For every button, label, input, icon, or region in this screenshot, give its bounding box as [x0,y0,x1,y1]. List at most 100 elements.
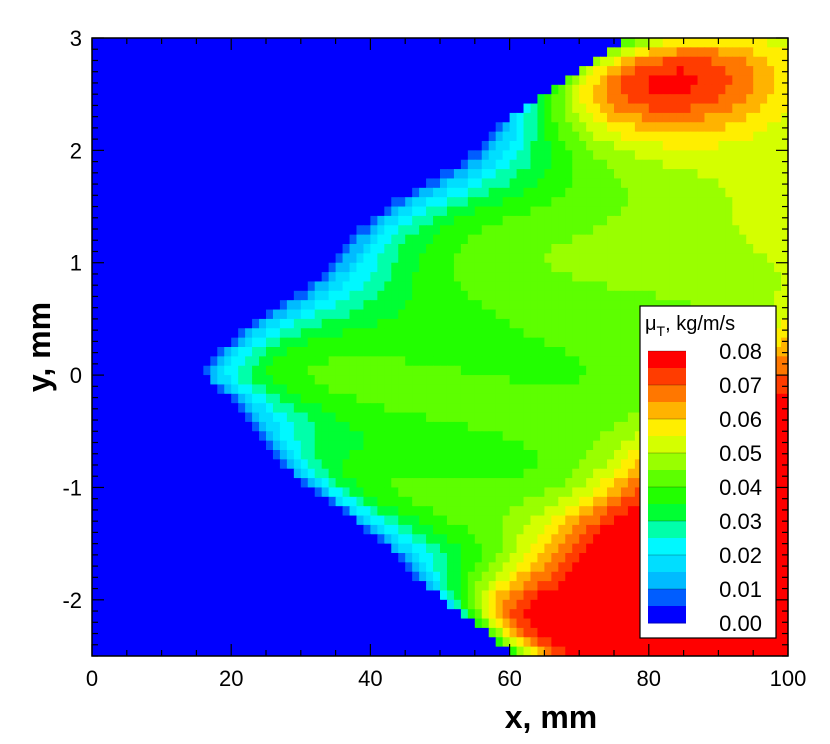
contour-cell [551,281,559,292]
contour-cell [92,187,100,198]
contour-cell [551,178,559,189]
contour-cell [161,431,170,442]
contour-cell [349,122,358,133]
contour-cell [607,215,615,226]
contour-cell [349,384,358,395]
contour-cell [732,150,740,161]
contour-cell [523,496,532,507]
contour-cell [328,347,337,357]
contour-cell [614,234,622,245]
contour-cell [147,281,156,292]
contour-cell [286,478,295,489]
contour-cell [175,328,184,339]
contour-cell [342,337,351,348]
contour-cell [544,234,552,245]
contour-cell [314,66,323,77]
contour-cell [453,281,462,292]
contour-cell [530,56,539,67]
contour-cell [210,290,218,301]
contour-cell [725,112,733,123]
contour-cell [704,169,713,180]
contour-cell [495,187,504,198]
contour-cell [676,244,685,254]
contour-cell [98,347,107,357]
contour-cell [641,47,650,58]
contour-cell [175,290,184,301]
contour-cell [495,215,504,226]
contour-cell [509,122,518,133]
contour-cell [133,225,142,236]
contour-cell [252,300,260,311]
contour-cell [655,281,664,292]
contour-cell [767,234,775,245]
contour-cell [384,56,392,67]
contour-cell [614,328,622,339]
contour-cell [648,253,657,264]
contour-cell [412,112,420,123]
contour-cell [210,412,218,423]
contour-cell [133,215,142,226]
contour-cell [440,234,448,245]
contour-cell [105,206,114,217]
contour-cell [210,365,218,376]
contour-cell [342,150,351,161]
contour-cell [474,403,483,414]
contour-cell [168,459,177,470]
contour-cell [627,375,636,386]
contour-cell [579,468,587,479]
contour-cell [509,328,518,339]
contour-cell [384,384,392,395]
contour-cell [697,141,706,151]
contour-cell [349,328,358,339]
contour-cell [161,215,170,226]
contour-cell [537,328,545,339]
contour-cell [335,487,344,498]
contour-cell [391,328,399,339]
contour-cell [530,66,539,77]
contour-cell [98,234,107,245]
contour-cell [189,384,197,395]
contour-cell [154,468,163,479]
contour-cell [753,122,761,133]
contour-cell [767,206,775,217]
contour-cell [523,450,532,460]
contour-cell [370,94,378,105]
contour-cell [627,215,636,226]
contour-cell [92,206,100,217]
contour-cell [98,215,107,226]
contour-cell [620,159,629,170]
contour-cell [92,431,100,442]
contour-cell [168,150,177,161]
contour-cell [182,103,191,114]
contour-cell [105,169,114,180]
contour-cell [147,187,156,198]
contour-cell [440,337,448,348]
contour-cell [774,103,782,114]
contour-cell [272,122,281,133]
contour-cell [405,393,413,404]
contour-cell [641,94,650,105]
contour-cell [391,75,399,86]
contour-cell [523,272,532,283]
contour-cell [488,244,497,254]
contour-cell [551,328,559,339]
contour-cell [453,169,462,180]
contour-cell [711,244,719,254]
contour-cell [224,253,232,264]
contour-cell [342,225,351,236]
contour-cell [168,431,177,442]
contour-cell [690,262,699,273]
contour-cell [259,421,267,432]
contour-cell [683,272,692,283]
contour-cell [600,122,608,133]
contour-cell [119,440,128,451]
contour-cell [481,169,490,180]
contour-cell [502,131,511,142]
contour-cell [537,234,545,245]
contour-cell [314,375,323,386]
contour-cell [419,318,427,329]
contour-cell [474,122,483,133]
contour-cell [266,281,274,292]
contour-cell [300,56,309,67]
contour-cell [203,468,211,479]
